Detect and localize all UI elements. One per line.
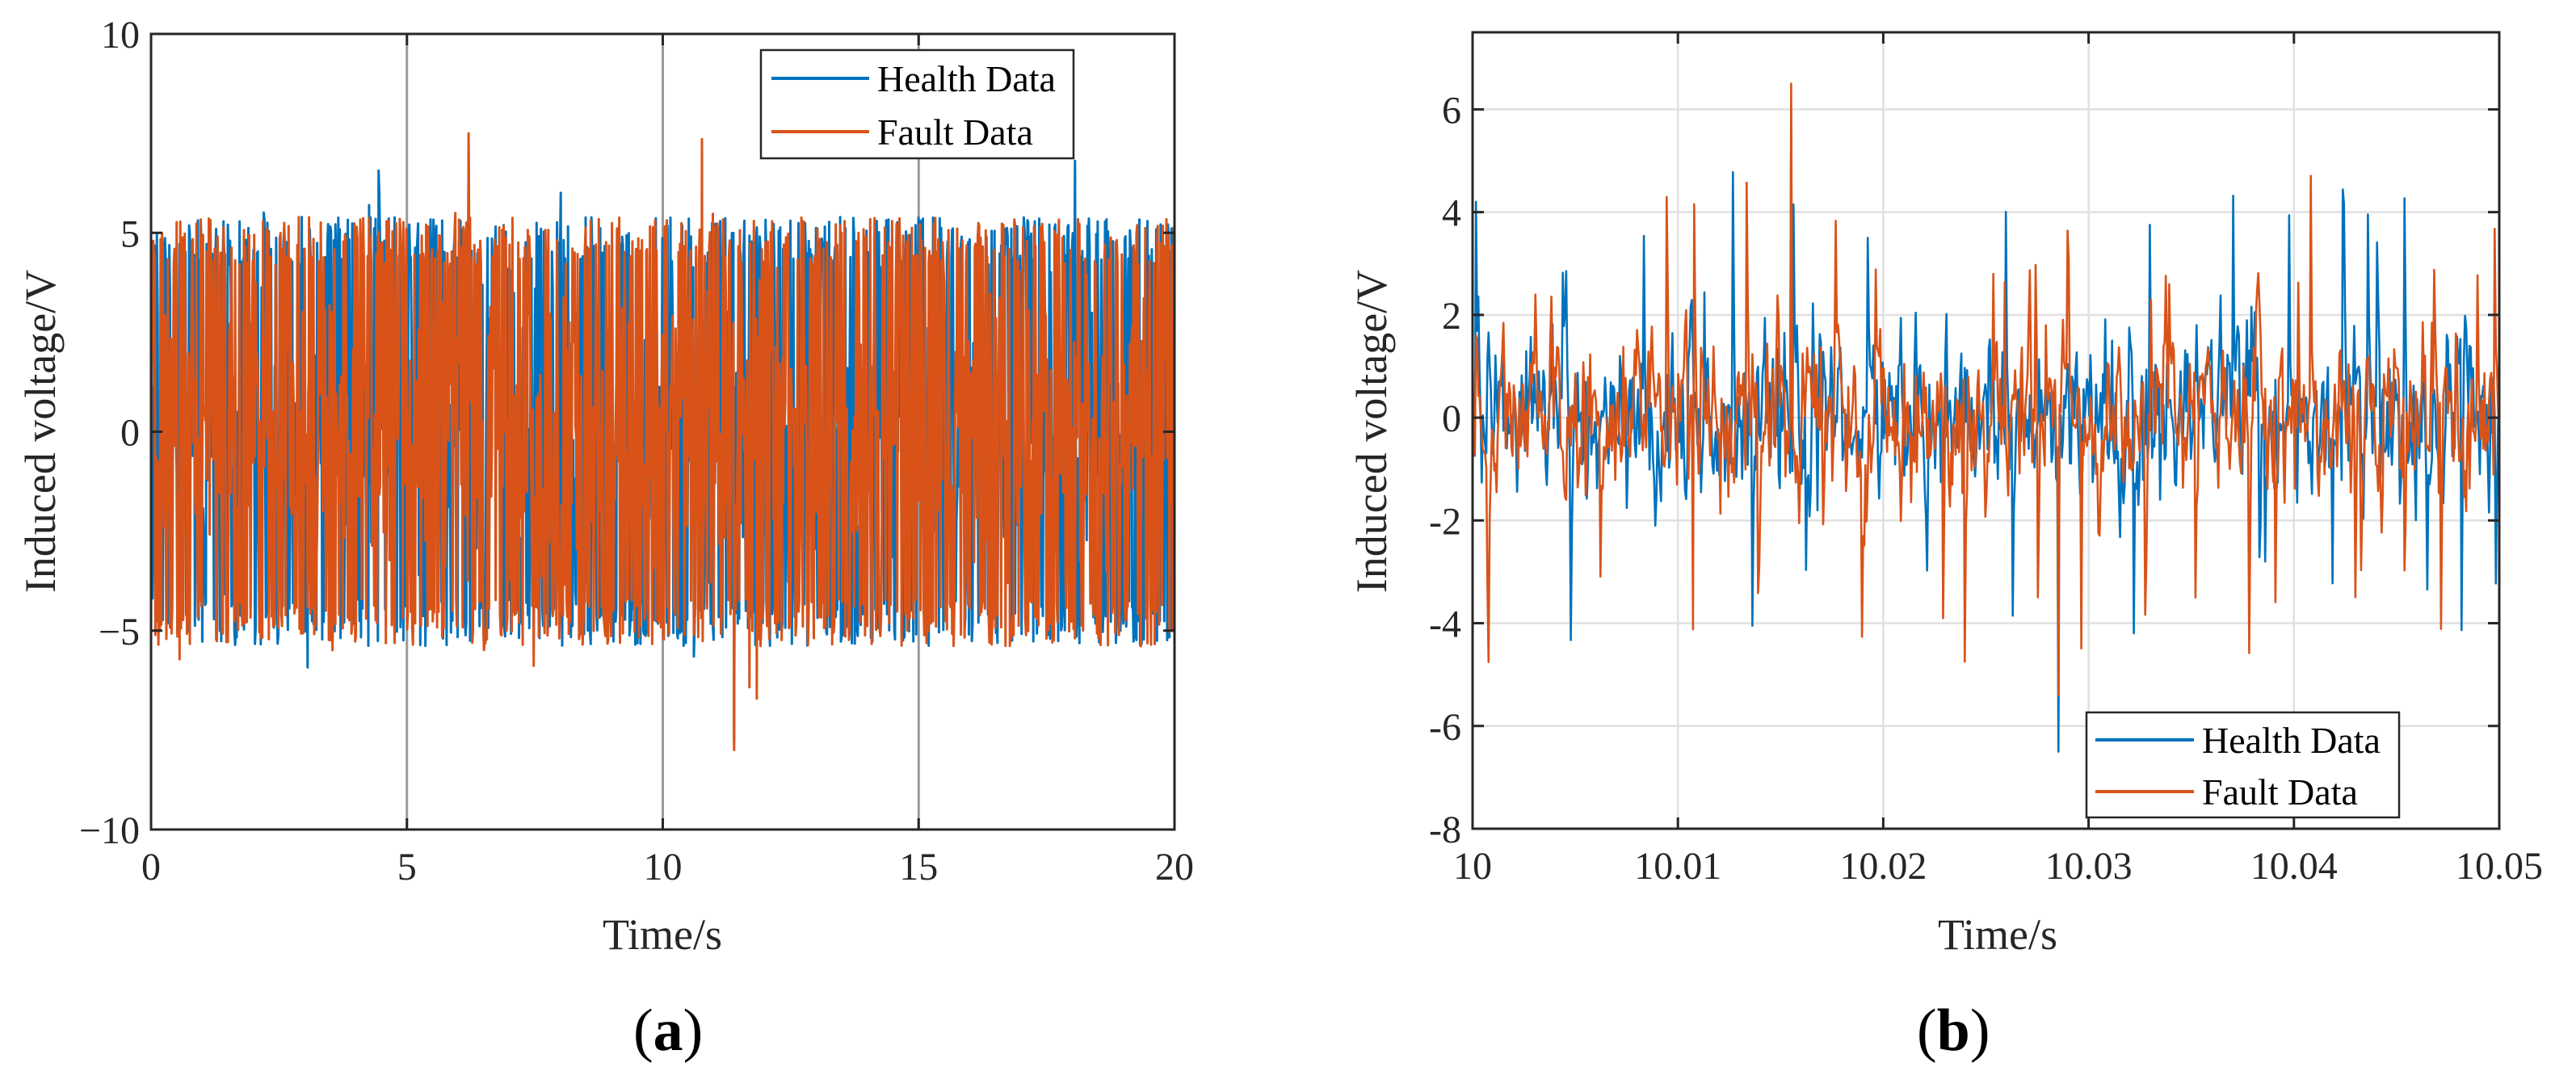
chart-a-ytick-label: 10 (101, 14, 140, 57)
chart-b-ytick-label: -6 (1429, 706, 1461, 749)
chart-a-ytick-label: 5 (120, 212, 140, 255)
panel-label-a-letter: a (653, 998, 683, 1064)
chart-a-legend-label-fault: Fault Data (877, 111, 1033, 153)
panel-label-b-letter: b (1937, 998, 1970, 1064)
chart-a-xtick-label: 5 (397, 846, 417, 888)
chart-b: 10 10.01 10.02 10.03 10.04 10.05-8-6-4-20246 … (1347, 31, 2543, 1064)
chart-a-ytick-label: 0 (120, 412, 140, 455)
chart-b-xtick-label: 10.01 (1634, 845, 1721, 888)
chart-b-ytick-label: -4 (1429, 603, 1461, 646)
chart-a-xtick-label: 0 (141, 846, 161, 888)
chart-b-ytick-label: 0 (1442, 397, 1461, 440)
chart-a-xtick-label: 20 (1155, 846, 1194, 888)
chart-b-ytick-label: 2 (1442, 295, 1461, 338)
chart-a-series (149, 132, 1176, 751)
chart-b-legend[interactable]: Health Data Fault Data (2085, 711, 2401, 819)
chart-b-ytick-label: -2 (1429, 500, 1461, 543)
chart-b-legend-label-fault: Fault Data (2202, 771, 2358, 813)
panel-label-b: (b) (1917, 998, 1990, 1064)
chart-a: 0 5 10 15 20 −10 −5 0 5 10 Time/s Induced voltage… (16, 14, 1194, 1064)
chart-a-legend-box (759, 48, 1075, 160)
chart-a-ylabel: Induced voltage/V (16, 270, 65, 593)
chart-b-xtick-label: 10 (1453, 845, 1492, 888)
chart-b-legend-box (2085, 711, 2401, 819)
chart-a-ytick-label: −5 (99, 611, 140, 653)
chart-b-series (1471, 82, 2501, 753)
chart-b-axes-box (1471, 31, 2501, 830)
chart-b-xtick-label: 10.03 (2045, 845, 2133, 888)
chart-a-legend[interactable]: Health Data Fault Data (759, 48, 1075, 160)
chart-b-ytick-label: 4 (1442, 192, 1461, 235)
chart-b-ticks: 10 10.01 10.02 10.03 10.04 10.05 -8 -6 -4 -2 0 2 4 6 (1429, 32, 2543, 888)
chart-b-legend-label-health: Health Data (2202, 720, 2381, 761)
chart-b-ylabel: Induced voltage/V (1347, 270, 1396, 593)
chart-a-series-fault-line (149, 132, 1176, 751)
chart-b-xtick-label: 10.02 (1839, 845, 1927, 888)
chart-b-series-fault-line (1471, 82, 2501, 696)
chart-b-ytick-label: -8 (1429, 809, 1461, 851)
chart-a-xlabel: Time/s (603, 910, 722, 959)
panel-label-b-open: ( (1917, 998, 1937, 1064)
panel-label-a-open: ( (633, 998, 653, 1064)
chart-a-ticks: 0 5 10 15 20 −10 −5 0 5 10 (79, 14, 1194, 888)
chart-a-xtick-label: 10 (644, 846, 683, 888)
chart-a-legend-label-health: Health Data (877, 58, 1056, 99)
chart-a-ytick-label: −10 (79, 809, 140, 852)
chart-a-xtick-label: 15 (899, 846, 938, 888)
chart-b-ytick-label: 6 (1442, 89, 1461, 132)
chart-b-xtick-label: 10.04 (2250, 845, 2338, 888)
panel-label-a: (a) (633, 998, 703, 1064)
chart-b-xlabel: Time/s (1938, 910, 2057, 959)
panel-label-a-close: ) (683, 998, 704, 1064)
chart-b-series-health-line (1471, 113, 2501, 753)
chart-b-xtick-label: 10.05 (2456, 845, 2543, 888)
panel-label-b-close: ) (1970, 998, 1990, 1064)
